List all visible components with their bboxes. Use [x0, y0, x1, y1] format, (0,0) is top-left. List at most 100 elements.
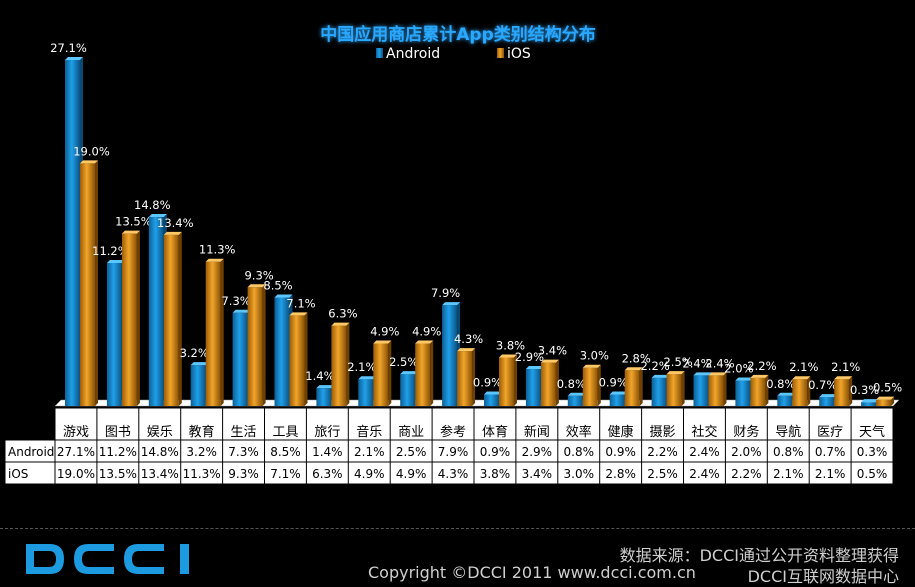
bar-android-3: 3.2% — [180, 346, 209, 406]
bar-top — [861, 399, 880, 403]
table-cell: 0.9% — [480, 445, 511, 459]
category-label: 娱乐 — [147, 425, 173, 440]
bar-face — [567, 395, 583, 406]
data-label: 2.5% — [389, 355, 418, 369]
bar-face — [609, 394, 625, 406]
copyright-text: Copyright ©DCCI 2011 www.dcci.com.cn — [368, 563, 696, 582]
data-label: 6.3% — [328, 307, 357, 321]
category-label: 财务 — [733, 424, 759, 440]
bar-side — [723, 372, 727, 406]
legend-label: iOS — [507, 46, 531, 62]
data-source-note: 数据来源：DCCI通过公开资料整理获得 — [619, 546, 899, 565]
data-label: 2.8% — [622, 351, 651, 365]
bar-face — [750, 377, 766, 406]
bar-top — [232, 309, 251, 313]
bar-face — [666, 374, 682, 406]
bar-side — [178, 231, 182, 406]
bar-top — [624, 367, 643, 371]
bar-ios-18: 2.1% — [831, 360, 860, 406]
bar-face — [190, 365, 206, 406]
bar-ios-10: 3.8% — [496, 338, 525, 406]
bar-face — [876, 399, 892, 406]
logo-letter-i — [180, 544, 189, 574]
data-label: 2.2% — [640, 359, 669, 373]
data-label: 3.2% — [180, 346, 209, 360]
table-cell: 0.7% — [815, 445, 846, 459]
table-cell: 2.9% — [522, 445, 553, 459]
table-cell: 0.3% — [857, 445, 888, 459]
bar-ios-8: 4.9% — [412, 324, 441, 406]
category-label: 音乐 — [356, 424, 382, 440]
bar-side — [555, 359, 559, 406]
organization-name: DCCI互联网数据中心 — [747, 567, 899, 586]
bar-top — [358, 376, 377, 380]
bar-ios-4: 9.3% — [244, 268, 274, 406]
legend-label: Android — [386, 46, 440, 62]
bar-top — [525, 365, 544, 369]
data-label: 3.8% — [496, 338, 525, 352]
legend-swatch — [376, 48, 383, 58]
table-cell: 2.5% — [647, 467, 678, 481]
bar-face — [819, 397, 835, 406]
data-label: 11.3% — [199, 243, 236, 257]
table-cell: 3.0% — [564, 467, 595, 481]
category-label: 生活 — [231, 425, 257, 440]
data-label: 7.1% — [286, 296, 315, 310]
bar-top — [834, 376, 853, 380]
data-label: 7.9% — [431, 286, 460, 300]
logo-letter-d — [26, 544, 64, 574]
bar-side — [765, 374, 769, 406]
bar-top — [80, 160, 98, 164]
bar-top — [693, 372, 712, 376]
category-label: 旅行 — [314, 425, 340, 440]
bar-face — [457, 351, 473, 406]
data-label: 11.2% — [92, 244, 129, 258]
table-cell: 7.3% — [228, 445, 259, 459]
bar-android-13: 0.9% — [599, 376, 628, 406]
bar-ios-19: 0.5% — [873, 381, 902, 406]
dcci-logo — [26, 544, 189, 574]
bar-face — [693, 375, 709, 406]
table-cell: 2.8% — [605, 467, 636, 481]
bar-top — [190, 362, 209, 366]
bar-top — [499, 354, 517, 358]
bar-top — [735, 377, 754, 381]
bar-face — [651, 377, 667, 406]
bar-face — [232, 312, 248, 406]
table-cell: 4.9% — [354, 467, 385, 481]
data-label: 0.7% — [808, 378, 837, 392]
data-label: 2.4% — [682, 356, 711, 370]
bar-top — [708, 372, 727, 376]
data-label: 0.5% — [873, 381, 902, 395]
bar-face — [373, 343, 389, 406]
table-cell: 14.8% — [141, 445, 179, 459]
table-cell: 7.9% — [438, 445, 469, 459]
bar-top — [750, 374, 769, 378]
bar-top — [819, 394, 838, 398]
table-cell: 19.0% — [57, 467, 95, 481]
bar-face — [400, 374, 416, 406]
bar-face — [65, 60, 80, 406]
bar-side — [430, 340, 434, 406]
category-label: 工具 — [272, 425, 298, 440]
data-label: 4.9% — [412, 324, 441, 338]
bar-face — [525, 368, 541, 406]
bar-top — [484, 391, 502, 395]
table-cell: 27.1% — [57, 445, 95, 459]
footer-divider — [0, 528, 915, 529]
bar-side — [891, 396, 895, 406]
bar-face — [148, 217, 164, 406]
table-cell: 0.8% — [564, 445, 595, 459]
bar-face — [582, 367, 598, 406]
bar-face — [861, 402, 877, 406]
legend-item-android: Android — [376, 46, 440, 62]
bar-top — [777, 392, 796, 396]
bar-face — [484, 394, 499, 406]
bar-top — [666, 371, 685, 375]
table-cell: 3.2% — [186, 445, 217, 459]
bar-top — [148, 214, 167, 218]
logo-letter-c — [124, 544, 164, 574]
data-label: 2.2% — [747, 359, 776, 373]
table-cell: 3.8% — [480, 467, 511, 481]
bar-face — [358, 379, 374, 406]
